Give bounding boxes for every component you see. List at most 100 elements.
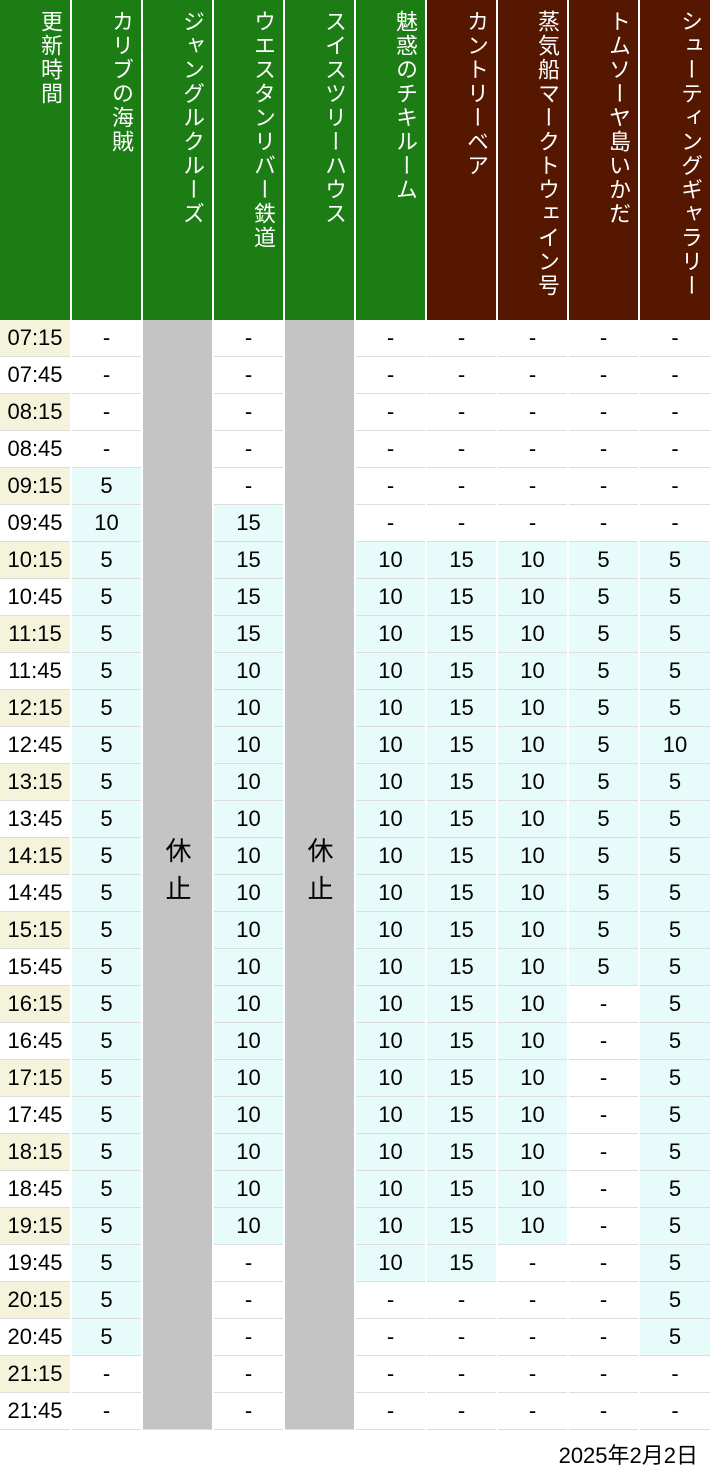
table-row: 12:45510101510510 [0,727,710,764]
value-cell: 5 [71,912,142,949]
column-header: カントリーベア [426,0,497,320]
value-cell: - [639,394,710,431]
value-cell: 15 [426,949,497,986]
value-cell: 5 [71,986,142,1023]
value-cell: 10 [497,986,568,1023]
value-cell: 10 [355,1023,426,1060]
value-cell: 10 [213,1171,284,1208]
value-cell: - [568,1208,639,1245]
value-cell: 10 [355,1245,426,1282]
value-cell: 15 [426,690,497,727]
value-cell: - [497,320,568,357]
column-header: トムソーヤ島いかだ [568,0,639,320]
value-cell: 10 [497,1171,568,1208]
column-header: 魅惑のチキルーム [355,0,426,320]
time-cell: 09:15 [0,468,71,505]
table-row: 20:155-----5 [0,1282,710,1319]
value-cell: 10 [497,912,568,949]
value-cell: - [71,394,142,431]
value-cell: 15 [213,542,284,579]
value-cell: 10 [355,838,426,875]
value-cell: - [497,1319,568,1356]
value-cell: - [497,468,568,505]
value-cell: - [71,1356,142,1393]
table-row: 15:1551010151055 [0,912,710,949]
time-cell: 13:45 [0,801,71,838]
table-row: 14:4551010151055 [0,875,710,912]
value-cell: 10 [213,838,284,875]
value-cell: 5 [71,949,142,986]
value-cell: 5 [639,1134,710,1171]
value-cell: - [426,1356,497,1393]
value-cell: 10 [213,986,284,1023]
value-cell: 15 [426,1023,497,1060]
value-cell: 15 [213,616,284,653]
value-cell: 15 [426,1171,497,1208]
value-cell: 10 [355,542,426,579]
value-cell: 10 [355,1060,426,1097]
value-cell: 5 [568,727,639,764]
value-cell: 5 [639,1319,710,1356]
value-cell: - [426,320,497,357]
value-cell: - [71,357,142,394]
value-cell: - [213,394,284,431]
value-cell: - [568,320,639,357]
value-cell: 5 [568,690,639,727]
value-cell: 5 [639,1208,710,1245]
value-cell: - [355,1319,426,1356]
time-cell: 12:15 [0,690,71,727]
value-cell: 5 [568,542,639,579]
value-cell: 5 [639,616,710,653]
value-cell: - [355,1356,426,1393]
value-cell: - [355,468,426,505]
table-row: 09:155------ [0,468,710,505]
value-cell: 5 [71,542,142,579]
value-cell: 5 [639,1023,710,1060]
value-cell: 5 [71,690,142,727]
value-cell: 5 [639,1171,710,1208]
value-cell: 15 [426,1245,497,1282]
value-cell: 10 [497,1023,568,1060]
value-cell: 5 [71,1060,142,1097]
time-cell: 20:45 [0,1319,71,1356]
value-cell: 10 [497,1208,568,1245]
time-cell: 15:15 [0,912,71,949]
table-row: 18:15510101510-5 [0,1134,710,1171]
value-cell: 5 [71,875,142,912]
table-row: 16:45510101510-5 [0,1023,710,1060]
value-cell: 10 [355,1134,426,1171]
value-cell: - [213,431,284,468]
value-cell: 10 [355,801,426,838]
value-cell: 10 [497,579,568,616]
time-cell: 08:15 [0,394,71,431]
value-cell: 5 [568,912,639,949]
table-row: 20:455-----5 [0,1319,710,1356]
value-cell: 5 [71,653,142,690]
value-cell: - [568,505,639,542]
time-cell: 21:45 [0,1393,71,1430]
value-cell: 10 [355,727,426,764]
value-cell: - [568,1097,639,1134]
time-cell: 12:45 [0,727,71,764]
time-cell: 19:15 [0,1208,71,1245]
value-cell: - [355,431,426,468]
time-cell: 17:15 [0,1060,71,1097]
value-cell: - [568,394,639,431]
value-cell: 10 [213,949,284,986]
value-cell: 10 [213,801,284,838]
value-cell: - [497,431,568,468]
value-cell: - [497,357,568,394]
value-cell: 5 [639,542,710,579]
value-cell: 5 [568,764,639,801]
value-cell: 10 [497,1097,568,1134]
value-cell: - [426,505,497,542]
table-row: 13:1551010151055 [0,764,710,801]
value-cell: 10 [497,838,568,875]
value-cell: 15 [426,653,497,690]
value-cell: 10 [355,949,426,986]
value-cell: 5 [71,838,142,875]
value-cell: 15 [426,986,497,1023]
value-cell: 5 [639,875,710,912]
value-cell: - [426,1393,497,1430]
value-cell: - [568,431,639,468]
